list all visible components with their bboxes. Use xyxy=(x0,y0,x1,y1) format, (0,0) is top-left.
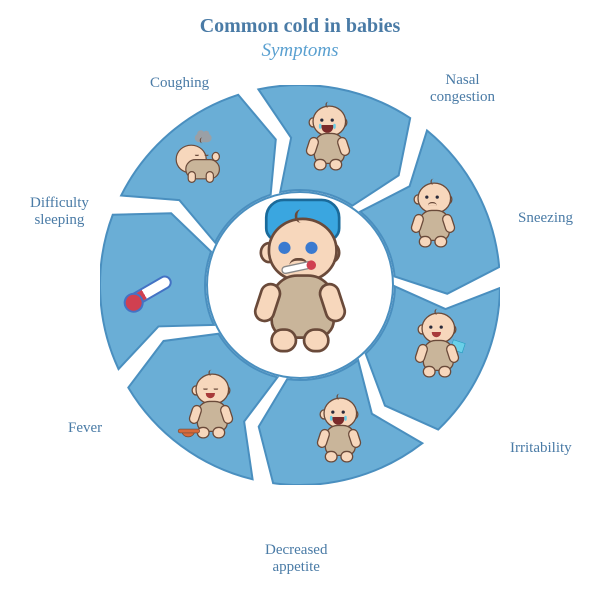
center-baby-sick xyxy=(260,235,340,335)
symptom-wheel xyxy=(100,85,500,485)
baby-coughing xyxy=(288,88,368,188)
label-nasal-congestion: Nasalcongestion xyxy=(430,72,495,107)
label-decreased-appetite: Decreasedappetite xyxy=(265,542,327,577)
label-difficulty-sleeping: Difficultysleeping xyxy=(30,195,89,230)
label-irritability: Irritability xyxy=(510,440,572,457)
baby-irritability xyxy=(299,380,379,480)
bowl-icon xyxy=(181,429,195,437)
baby-nasal-congestion xyxy=(393,165,473,265)
baby-sneezing xyxy=(397,295,477,395)
page-title: Common cold in babies xyxy=(0,15,600,38)
baby-fever xyxy=(126,284,174,298)
label-fever: Fever xyxy=(68,420,102,437)
baby-difficulty-sleeping xyxy=(162,121,242,221)
label-coughing: Coughing xyxy=(150,75,209,92)
label-sneezing: Sneezing xyxy=(518,210,573,227)
page-subtitle: Symptoms xyxy=(0,40,600,62)
baby-decreased-appetite xyxy=(171,356,251,456)
